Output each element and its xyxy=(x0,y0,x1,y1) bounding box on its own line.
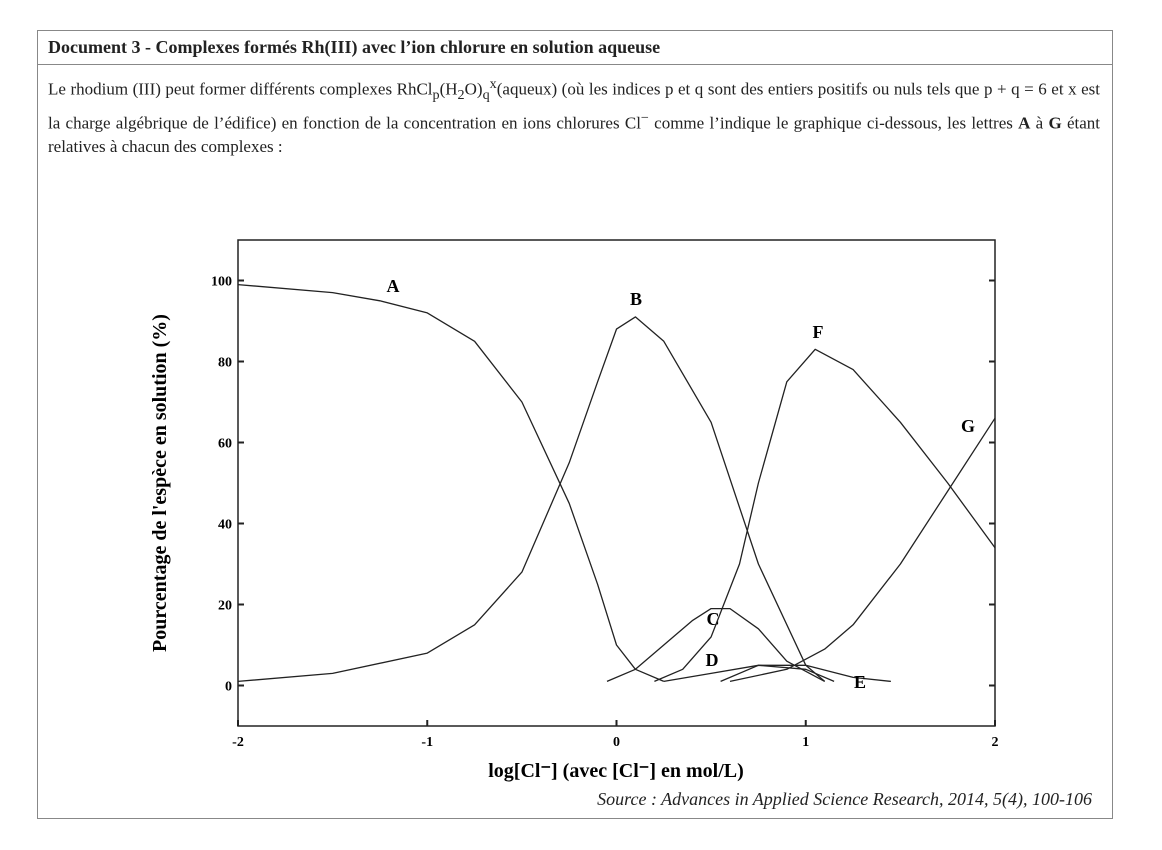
text: comme l’indique le graphique ci-dessous,… xyxy=(648,113,1019,133)
curve-label: F xyxy=(813,322,824,342)
text: à xyxy=(1030,113,1049,133)
curve-label: D xyxy=(706,650,719,670)
text: − xyxy=(640,110,649,127)
curve xyxy=(720,664,891,683)
curve xyxy=(729,417,996,683)
text: p xyxy=(432,87,440,104)
text: (aqueux) (où les indices p et q sont des… xyxy=(48,79,1100,133)
x-tick-label: 0 xyxy=(613,735,620,750)
curve xyxy=(654,348,996,682)
document-title: Document 3 - Complexes formés Rh(III) av… xyxy=(38,31,1112,65)
text: A xyxy=(1018,113,1031,133)
x-tick-label: 2 xyxy=(992,735,999,750)
y-tick-label: 60 xyxy=(218,437,232,452)
curve-label: B xyxy=(630,289,642,309)
plot-frame xyxy=(237,239,996,727)
text: Le rhodium (III) peut former différents … xyxy=(48,79,433,99)
text: O) xyxy=(464,79,483,99)
y-tick-label: 40 xyxy=(218,518,232,533)
paragraph: Le rhodium (III) peut former différents … xyxy=(38,65,1112,158)
text: 2 xyxy=(457,87,465,104)
x-axis-label: log[Cl⁻] (avec [Cl⁻] en mol/L) xyxy=(488,760,744,782)
y-tick-label: 100 xyxy=(211,275,232,290)
curve-label: G xyxy=(961,416,975,436)
y-tick-label: 20 xyxy=(218,599,232,614)
y-tick-label: 0 xyxy=(225,680,232,695)
text: x xyxy=(489,76,497,92)
curve xyxy=(237,283,665,682)
text: (H xyxy=(439,79,458,99)
text: G xyxy=(1048,113,1062,133)
x-tick-label: -1 xyxy=(421,735,433,750)
curve xyxy=(237,316,826,683)
y-tick-label: 80 xyxy=(218,356,232,371)
chart: log[Cl⁻] (avec [Cl⁻] en mol/L) Pourcenta… xyxy=(149,239,999,782)
text: q xyxy=(482,87,490,104)
y-axis-label: Pourcentage de l'espèce en solution (%) xyxy=(149,314,171,652)
curve-label: A xyxy=(387,276,400,296)
x-tick-label: 1 xyxy=(802,735,809,750)
curve-label: E xyxy=(854,672,866,692)
text: étant relatives à chacun des complexes : xyxy=(48,113,1100,156)
document-box: Document 3 - Complexes formés Rh(III) av… xyxy=(37,30,1113,819)
source: Source : Advances in Applied Science Res… xyxy=(597,789,1092,809)
curve xyxy=(606,607,826,682)
x-tick-label: -2 xyxy=(232,735,244,750)
